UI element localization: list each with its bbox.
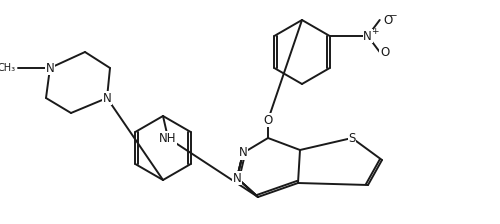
Text: O: O [264,114,272,127]
Text: CH₃: CH₃ [0,63,16,73]
Text: O: O [384,13,393,26]
Text: +: + [371,26,378,35]
Text: O: O [380,45,390,58]
Text: N: N [232,172,241,185]
Text: S: S [348,131,356,144]
Text: N: N [364,30,372,43]
Text: N: N [102,91,112,105]
Text: N: N [46,62,54,75]
Text: N: N [238,146,248,159]
Text: −: − [390,11,398,21]
Text: NH: NH [159,131,177,144]
